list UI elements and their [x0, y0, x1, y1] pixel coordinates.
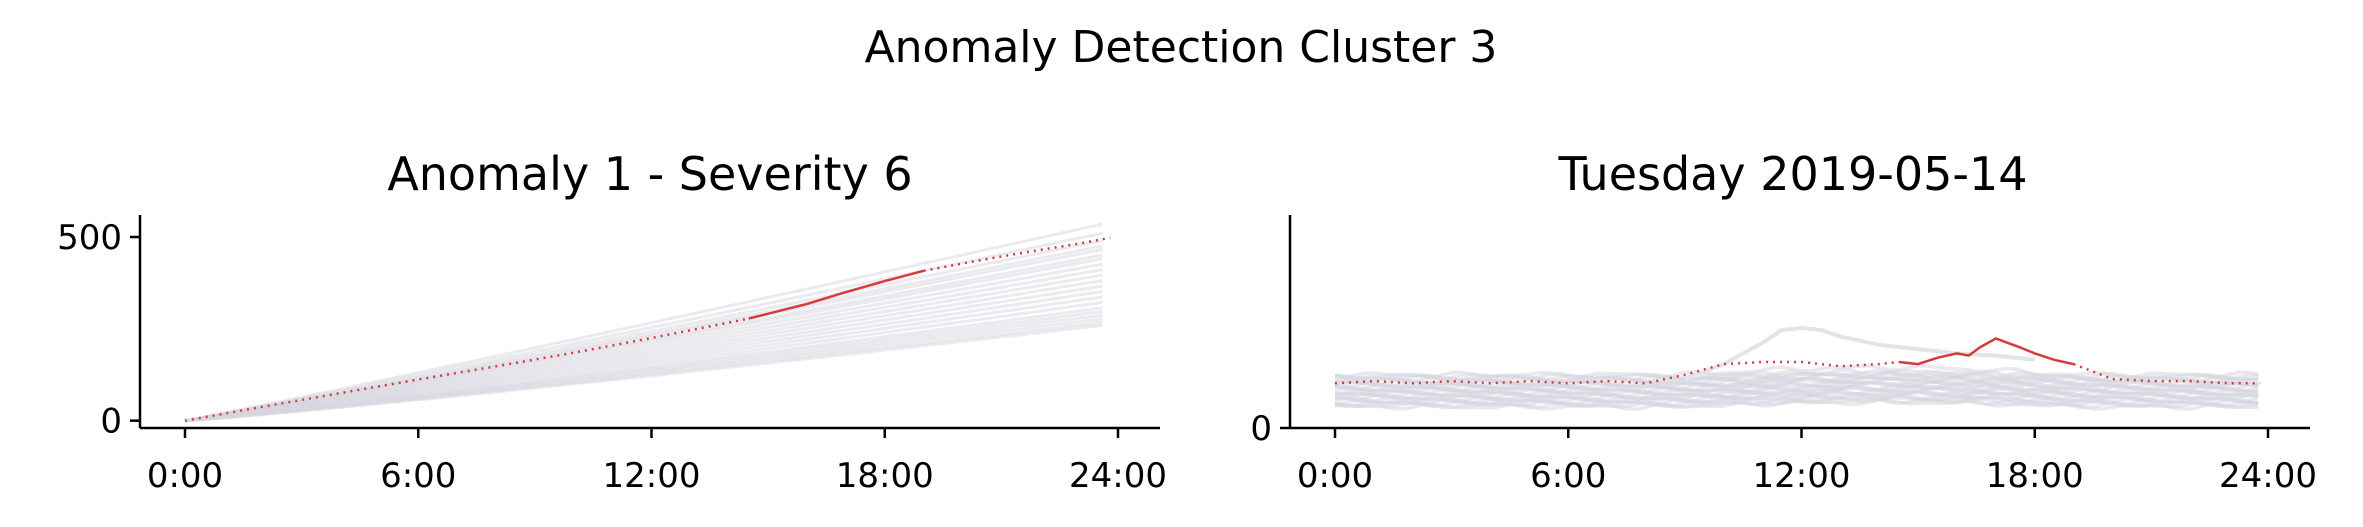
- chart-left-x-tick-label: 12:00: [603, 456, 701, 496]
- chart-right-series-group: [1334, 325, 2261, 412]
- chart-right-x-tick-label: 24:00: [2219, 456, 2317, 496]
- chart-left-series-group: [184, 222, 1111, 423]
- chart-left-x-tick-label: 0:00: [147, 456, 223, 496]
- chart-right-y-tick-label: 0: [1250, 409, 1272, 449]
- chart-left-highlight-anomaly: [748, 269, 924, 320]
- chart-right-ticks: 0:00 6:00 12:00 18:00 24:00 0: [1250, 409, 2317, 496]
- chart-right-title: Tuesday 2019-05-14: [1557, 147, 2027, 201]
- figure-title: Anomaly Detection Cluster 3: [865, 22, 1498, 73]
- chart-right-highlight-anomaly: [1898, 337, 2074, 366]
- chart-right: Tuesday 2019-05-14 0:00 6:00 12:00 18:00 24:…: [1250, 147, 2317, 496]
- chart-right-background-line: [1335, 388, 2259, 401]
- chart-right-x-tick-label: 12:00: [1753, 456, 1851, 496]
- chart-right-x-tick-label: 18:00: [1986, 456, 2084, 496]
- chart-left: Anomaly 1 - Severity 6 0:00 6:00 12:00 18:0…: [57, 147, 1167, 496]
- chart-right-background-line: [1334, 382, 2259, 395]
- chart-left-y-tick-label: 0: [100, 402, 122, 442]
- chart-left-x-tick-label: 24:00: [1069, 456, 1167, 496]
- chart-right-x-tick-label: 6:00: [1530, 456, 1606, 496]
- chart-left-background-line: [184, 222, 1103, 423]
- chart-left-highlight-dotted-after: [923, 236, 1111, 273]
- chart-left-title: Anomaly 1 - Severity 6: [387, 147, 912, 201]
- chart-left-ticks: 0:00 6:00 12:00 18:00 24:00 0 500: [57, 218, 1167, 496]
- chart-left-background-line: [184, 323, 1103, 423]
- chart-right-background-line: [1334, 364, 2259, 380]
- chart-right-x-tick-label: 0:00: [1297, 456, 1373, 496]
- chart-left-x-tick-label: 6:00: [380, 456, 456, 496]
- chart-left-highlight-dotted-before: [184, 317, 749, 422]
- chart-left-x-tick-label: 18:00: [836, 456, 934, 496]
- chart-left-y-tick-label: 500: [57, 218, 122, 258]
